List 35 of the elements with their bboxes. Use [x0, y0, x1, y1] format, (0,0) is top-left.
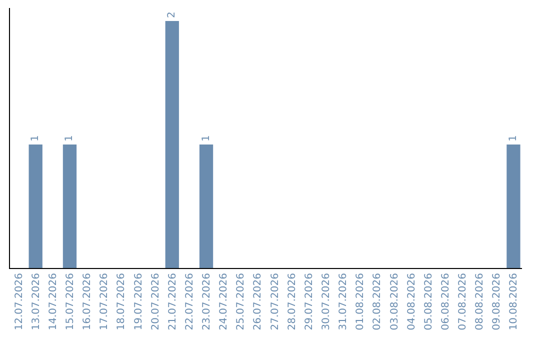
x-tick-label: 31.07.2026	[338, 273, 350, 330]
data-label: 1	[64, 135, 76, 142]
x-tick-label: 14.07.2026	[48, 273, 59, 330]
x-tick-label: 18.07.2026	[116, 273, 128, 330]
data-label: 1	[30, 135, 42, 142]
x-tick-label: 10.08.2026	[508, 273, 520, 330]
x-tick-label: 09.08.2026	[492, 273, 503, 330]
x-tick-label: 01.08.2026	[355, 273, 366, 330]
x-tick-label: 08.08.2026	[474, 273, 486, 330]
x-tick-label: 25.07.2026	[236, 273, 247, 330]
x-tick-label: 06.08.2026	[440, 273, 452, 330]
x-tick-label: 26.07.2026	[252, 273, 264, 330]
x-tick-label: 20.07.2026	[150, 273, 162, 330]
x-tick-label: 29.07.2026	[304, 273, 315, 330]
x-tick-label: 12.07.2026	[14, 273, 25, 330]
x-tick-label: 13.07.2026	[30, 273, 42, 330]
data-label: 1	[200, 135, 212, 142]
x-tick-label: 04.08.2026	[406, 273, 418, 330]
x-tick-label: 21.07.2026	[167, 273, 178, 330]
x-tick-label: 19.07.2026	[133, 273, 144, 330]
x-tick-label: 30.07.2026	[320, 273, 332, 330]
x-tick-label: 27.07.2026	[270, 273, 281, 330]
x-tick-label: 28.07.2026	[286, 273, 298, 330]
x-tick-label: 05.08.2026	[423, 273, 434, 330]
data-label: 2	[166, 12, 178, 18]
data-label: 1	[508, 135, 519, 142]
x-tick-label: 16.07.2026	[82, 273, 94, 330]
x-tick-label: 03.08.2026	[389, 273, 400, 330]
x-tick-label: 23.07.2026	[202, 273, 213, 330]
x-tick-label: 22.07.2026	[184, 273, 196, 330]
x-tick-label: 15.07.2026	[64, 273, 76, 330]
x-tick-label: 24.07.2026	[218, 273, 230, 330]
x-tick-label: 17.07.2026	[99, 273, 110, 330]
x-tick-label: 07.08.2026	[458, 273, 469, 330]
x-tick-label: 02.08.2026	[372, 273, 384, 330]
